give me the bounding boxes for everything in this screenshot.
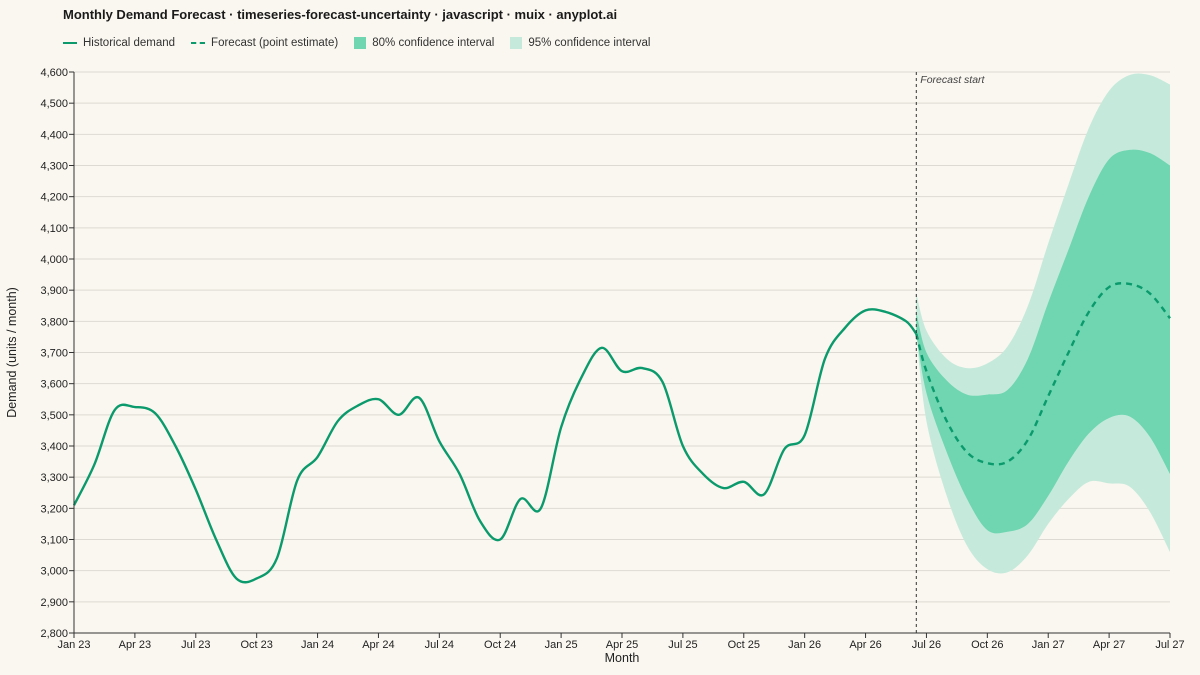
x-tick-label: Jan 23 xyxy=(57,639,90,651)
y-tick-label: 3,900 xyxy=(40,285,68,297)
x-tick-label: Jan 27 xyxy=(1032,639,1065,651)
y-tick-label: 4,300 xyxy=(40,161,68,173)
x-tick-label: Jul 23 xyxy=(181,639,210,651)
y-tick-label: 3,600 xyxy=(40,379,68,391)
series-forecast-line xyxy=(915,282,1171,466)
legend-label-ci95: 95% confidence interval xyxy=(528,37,651,49)
y-tick-label: 3,100 xyxy=(40,535,68,547)
band-80 xyxy=(916,149,1170,534)
legend-swatch-ci80 xyxy=(354,37,367,49)
x-tick-label: Oct 24 xyxy=(484,639,516,651)
x-axis-title: Month xyxy=(605,651,640,665)
x-tick-label: Jan 24 xyxy=(301,639,334,651)
legend-swatch-ci95 xyxy=(510,37,523,49)
y-tick-label: 4,600 xyxy=(40,67,68,79)
y-tick-label: 4,400 xyxy=(40,129,68,141)
axes: 2,800 2,900 3,000 3,100 3,200 3,300 3,400 3,500… xyxy=(40,67,1184,651)
legend-item-ci80[interactable]: 80% confidence interval xyxy=(354,37,494,49)
x-tick-label: Jan 25 xyxy=(545,639,578,651)
y-tick-label: 2,900 xyxy=(40,597,68,609)
y-tick-label: 3,400 xyxy=(40,441,68,453)
legend-swatch-historical xyxy=(63,42,77,44)
x-tick-label: Oct 26 xyxy=(971,639,1003,651)
y-axis-title: Demand (units / month) xyxy=(5,287,19,418)
series-lines: Forecast start xyxy=(72,72,1171,633)
legend: Historical demand Forecast (point estima… xyxy=(63,37,666,49)
x-tick-label: Jan 26 xyxy=(788,639,821,651)
legend-swatch-forecast xyxy=(191,42,206,44)
y-tick-label: 2,800 xyxy=(40,628,68,640)
legend-item-forecast[interactable]: Forecast (point estimate) xyxy=(191,37,338,49)
x-tick-label: Oct 23 xyxy=(240,639,272,651)
x-tick-label: Apr 25 xyxy=(606,639,638,651)
x-tick-label: Jul 27 xyxy=(1155,639,1184,651)
legend-item-ci95[interactable]: 95% confidence interval xyxy=(510,37,650,49)
x-tick-label: Apr 24 xyxy=(362,639,394,651)
series-historical-line xyxy=(72,308,918,584)
y-tick-label: 4,100 xyxy=(40,223,68,235)
y-tick-label: 4,200 xyxy=(40,192,68,204)
legend-label-ci80: 80% confidence interval xyxy=(372,37,495,49)
x-tick-label: Apr 23 xyxy=(119,639,151,651)
y-tick-label: 3,800 xyxy=(40,316,68,328)
y-tick-label: 3,300 xyxy=(40,472,68,484)
legend-label-historical: Historical demand xyxy=(83,37,176,49)
x-tick-label: Jul 26 xyxy=(912,639,941,651)
y-tick-label: 4,000 xyxy=(40,254,68,266)
y-tick-label: 4,500 xyxy=(40,98,68,110)
y-tick-label: 3,500 xyxy=(40,410,68,422)
legend-label-forecast: Forecast (point estimate) xyxy=(211,37,339,49)
y-tick-label: 3,200 xyxy=(40,503,68,515)
x-tick-label: Jul 24 xyxy=(425,639,454,651)
x-tick-label: Apr 26 xyxy=(849,639,881,651)
confidence-bands xyxy=(916,73,1170,574)
x-tick-label: Apr 27 xyxy=(1093,639,1125,651)
x-tick-label: Oct 25 xyxy=(728,639,760,651)
x-tick-label: Jul 25 xyxy=(668,639,697,651)
y-tick-label: 3,000 xyxy=(40,566,68,578)
y-tick-label: 3,700 xyxy=(40,348,68,360)
chart-title: Monthly Demand Forecast · timeseries-for… xyxy=(63,7,618,22)
forecast-start-label: Forecast start xyxy=(920,74,985,86)
legend-item-historical[interactable]: Historical demand xyxy=(63,37,175,49)
